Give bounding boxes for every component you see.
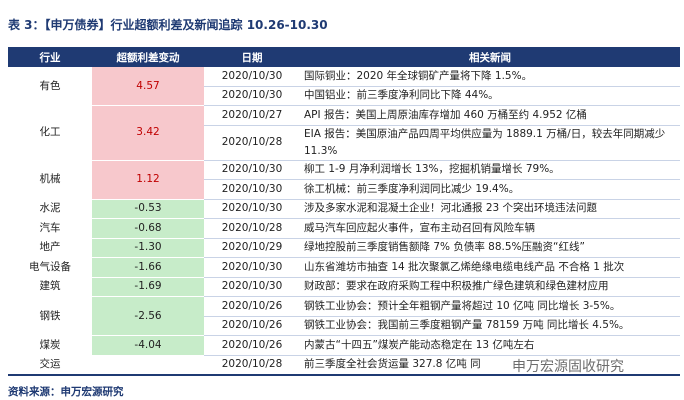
date-cell: 2020/10/30 [204, 179, 300, 200]
table-row: 地产 -1.30 2020/10/29 绿地控股前三季度销售额降 7% 负债率 88.… [8, 238, 680, 258]
industry-cell: 电气设备 [8, 257, 92, 278]
news-cell: 钢铁工业协会：我国前三季度粗钢产量 78159 万吨 同比增长 4.5%。 [300, 316, 680, 336]
spread-cell: 4.57 [92, 67, 204, 106]
news-cell: 柳工 1-9 月净利润增长 13%，挖掘机销量增长 79%。 [300, 160, 680, 180]
news-cell: 钢铁工业协会：预计全年粗钢产量将超过 10 亿吨 同比增长 3-5%。 [300, 296, 680, 317]
table-row: 建筑 -1.69 2020/10/30 财政部：要求在政府采购工程中积极推广绿色建筑和… [8, 277, 680, 297]
news-cell: EIA 报告：美国原油产品四周平均供应量为 1889.1 万桶/日，较去年同期减… [300, 125, 680, 161]
spread-cell: 1.12 [92, 160, 204, 200]
header-cell: 超额利差变动 [92, 47, 204, 67]
date-cell: 2020/10/29 [204, 238, 300, 258]
news-cell: 威马汽车回应起火事件，宣布主动召回有风险车辆 [300, 218, 680, 239]
industry-cell: 有色 [8, 67, 92, 106]
industry-cell: 地产 [8, 238, 92, 258]
spread-cell: -1.66 [92, 257, 204, 278]
table-row: 化工 3.42 2020/10/27 API 报告：美国上周原油库存增加 460 万桶… [8, 105, 680, 161]
spread-cell: -2.56 [92, 296, 204, 336]
header-cell: 行业 [8, 47, 92, 67]
date-cell: 2020/10/30 [204, 160, 300, 180]
table-row: 钢铁 -2.56 2020/10/26 钢铁工业协会：预计全年粗钢产量将超过 10 亿… [8, 296, 680, 336]
table-row: 2020/10/26 钢铁工业协会：我国前三季度粗钢产量 78159 万吨 同比增… [8, 316, 680, 336]
news-cell: 绿地控股前三季度销售额降 7% 负债率 88.5%压融资“红线” [300, 238, 680, 258]
table-row: 汽车 -0.68 2020/10/28 威马汽车回应起火事件，宣布主动召回有风险车辆 [8, 218, 680, 239]
table-row: 有色 4.57 2020/10/30 国际铜业：2020 年全球铜矿产量将下降 1.5… [8, 67, 680, 106]
table-row: 煤炭 -4.04 2020/10/26 内蒙古“十四五”煤炭产能动态稳定在 13 亿吨… [8, 335, 680, 356]
news-cell: 财政部：要求在政府采购工程中积极推广绿色建筑和绿色建材应用 [300, 277, 680, 297]
industry-cell: 机械 [8, 160, 92, 200]
news-cell: 涉及多家水泥和混凝土企业！河北通报 23 个突出环境违法问题 [300, 199, 680, 219]
table-row: 2020/10/28 EIA 报告：美国原油产品四周平均供应量为 1889.1 万… [8, 125, 680, 161]
spread-cell: 3.42 [92, 105, 204, 161]
date-cell: 2020/10/30 [204, 199, 300, 219]
table-title: 表 3：【申万债券】行业超额利差及新闻追踪 10.26-10.30 [8, 18, 328, 32]
spread-cell: -1.30 [92, 238, 204, 258]
news-cell: 中国铝业：前三季度净利同比下降 44%。 [300, 86, 680, 106]
news-cell: 国际铜业：2020 年全球铜矿产量将下降 1.5%。 [300, 67, 680, 87]
news-cell: API 报告：美国上周原油库存增加 460 万桶至约 4.952 亿桶 [300, 105, 680, 126]
news-cell: 前三季度全社会货运量 327.8 亿吨 同 [300, 355, 680, 376]
industry-cell: 化工 [8, 105, 92, 161]
table-body: 有色 4.57 2020/10/30 国际铜业：2020 年全球铜矿产量将下降 1.5… [8, 67, 680, 376]
date-cell: 2020/10/30 [204, 277, 300, 297]
industry-cell: 汽车 [8, 218, 92, 239]
date-cell: 2020/10/26 [204, 335, 300, 356]
spread-cell [92, 355, 204, 376]
header-row: 行业 超额利差变动 日期 相关新闻 [8, 47, 680, 67]
date-cell: 2020/10/30 [204, 257, 300, 278]
table-row: 电气设备 -1.66 2020/10/30 山东省潍坊市抽查 14 批次聚氯乙烯绝缘电… [8, 257, 680, 278]
spread-cell: -4.04 [92, 335, 204, 356]
date-cell: 2020/10/28 [204, 125, 300, 161]
table-row: 2020/10/30 徐工机械：前三季度净利润同比减少 19.4%。 [8, 179, 680, 200]
date-cell: 2020/10/26 [204, 316, 300, 336]
industry-cell: 煤炭 [8, 335, 92, 356]
date-cell: 2020/10/30 [204, 67, 300, 87]
date-cell: 2020/10/30 [204, 86, 300, 106]
table-row: 2020/10/30 中国铝业：前三季度净利同比下降 44%。 [8, 86, 680, 106]
header-cell: 日期 [204, 47, 300, 67]
news-cell: 山东省潍坊市抽查 14 批次聚氯乙烯绝缘电缆电线产品 不合格 1 批次 [300, 257, 680, 278]
industry-cell: 建筑 [8, 277, 92, 297]
date-cell: 2020/10/28 [204, 218, 300, 239]
source-note: 资料来源：申万宏源研究 [8, 386, 124, 398]
news-cell: 内蒙古“十四五”煤炭产能动态稳定在 13 亿吨左右 [300, 335, 680, 356]
header-cell: 相关新闻 [300, 47, 680, 67]
industry-cell: 钢铁 [8, 296, 92, 336]
table-row: 交运 2020/10/28 前三季度全社会货运量 327.8 亿吨 同 [8, 355, 680, 376]
date-cell: 2020/10/27 [204, 105, 300, 126]
table: 行业 超额利差变动 日期 相关新闻 有色 4.57 2020/10/30 国际铜业：2… [8, 47, 680, 376]
spread-cell: -0.68 [92, 218, 204, 239]
spread-cell: -0.53 [92, 199, 204, 219]
industry-cell: 水泥 [8, 199, 92, 219]
table-row: 机械 1.12 2020/10/30 柳工 1-9 月净利润增长 13%，挖掘机销量增… [8, 160, 680, 200]
table-row: 水泥 -0.53 2020/10/30 涉及多家水泥和混凝土企业！河北通报 23 个突… [8, 199, 680, 219]
date-cell: 2020/10/26 [204, 296, 300, 317]
industry-cell: 交运 [8, 355, 92, 376]
watermark: 申万宏源固收研究 [512, 359, 624, 375]
date-cell: 2020/10/28 [204, 355, 300, 376]
spread-cell: -1.69 [92, 277, 204, 297]
news-cell: 徐工机械：前三季度净利润同比减少 19.4%。 [300, 179, 680, 200]
